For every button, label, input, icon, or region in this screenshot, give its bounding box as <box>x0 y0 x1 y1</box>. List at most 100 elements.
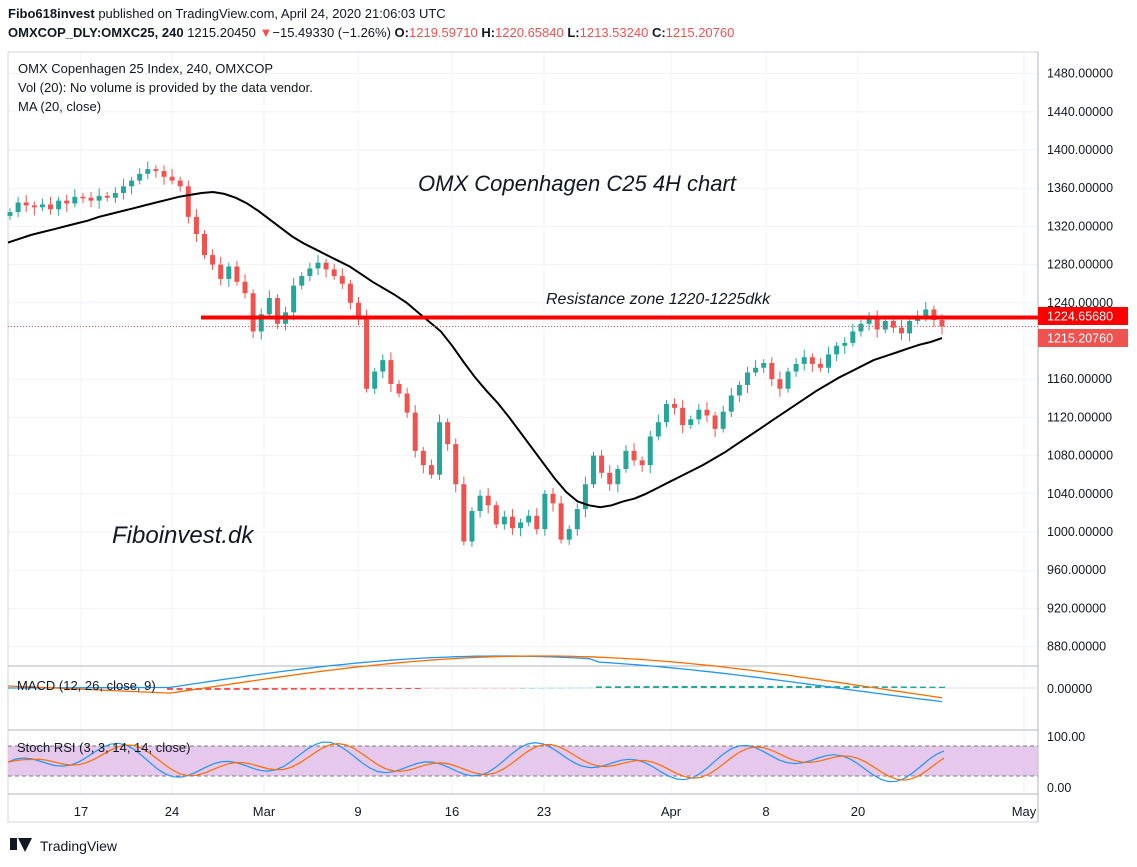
macd-histogram-bar <box>939 686 945 688</box>
macd-histogram-bar <box>729 685 736 688</box>
candle-body <box>599 455 605 473</box>
candle-body <box>558 503 564 540</box>
macd-histogram-bar <box>491 688 498 689</box>
macd-histogram-bar <box>357 688 364 690</box>
last-price: 1215.20450 <box>187 25 256 40</box>
candle-body <box>704 409 710 416</box>
low-label: L: <box>567 25 580 40</box>
candle-body <box>907 320 913 334</box>
macd-histogram-bar <box>614 686 621 688</box>
candle-body <box>299 276 305 286</box>
resistance-price-tag-text: 1224.65680 <box>1047 310 1113 324</box>
macd-histogram-bar <box>757 685 764 688</box>
candle-body <box>372 371 378 389</box>
macd-histogram-bar <box>205 688 212 690</box>
candle-body <box>566 529 572 540</box>
macd-histogram-bar <box>900 686 907 688</box>
candle-body <box>736 384 742 396</box>
stoch-k-line <box>7 741 945 783</box>
tradingview-logo[interactable]: TradingView <box>10 838 117 854</box>
candle-body <box>939 319 945 327</box>
publisher-name[interactable]: Fibo618invest <box>8 6 95 21</box>
price-axis-tick: 1000.00000 <box>1047 525 1113 539</box>
stoch-axis-tick-100: 100.00 <box>1047 730 1085 744</box>
candle-body <box>769 362 775 380</box>
candle-body <box>493 505 499 525</box>
candle-body <box>615 468 621 485</box>
candle-body <box>542 493 548 530</box>
last-price-tag-text: 1215.20760 <box>1047 332 1113 346</box>
candle-body <box>834 345 840 355</box>
candle-body <box>631 450 637 461</box>
price-axis-tick: 1360.00000 <box>1047 181 1113 195</box>
candle-body <box>801 357 807 364</box>
macd-histogram-bar <box>471 688 478 689</box>
macd-histogram-bar <box>881 686 888 688</box>
macd-histogram-bar <box>891 686 898 688</box>
price-axis-tick: 1240.00000 <box>1047 296 1113 310</box>
candle-body <box>688 419 694 426</box>
candle-body <box>145 169 151 174</box>
candle-body <box>380 360 386 372</box>
macd-histogram-bar <box>300 688 307 690</box>
time-axis[interactable]: 17 24 Mar 9 16 23 Apr 8 20 May <box>74 804 1037 819</box>
macd-histogram-bar <box>176 688 183 690</box>
macd-histogram-bar <box>710 685 717 688</box>
price-change: −15.49330 (−1.26%) <box>272 25 391 40</box>
high-value: 1220.65840 <box>495 25 564 40</box>
macd-histogram-bar <box>919 686 926 688</box>
macd-histogram-bar <box>224 688 231 690</box>
candle-body <box>396 383 402 394</box>
price-axis-tick: 1160.00000 <box>1047 372 1112 386</box>
macd-histogram-bar <box>872 686 879 688</box>
candle-body <box>291 285 297 313</box>
candle-body <box>663 404 669 423</box>
candle-body <box>647 436 653 466</box>
stoch-rsi-pane <box>7 741 945 783</box>
price-axis-tick: 1280.00000 <box>1047 258 1113 272</box>
candle-body <box>785 371 791 389</box>
candle-body <box>453 444 459 485</box>
candle-body <box>842 342 848 346</box>
macd-histogram-bar <box>510 688 517 689</box>
last-price-tag <box>1038 329 1128 347</box>
macd-histogram-bar <box>605 686 612 688</box>
macd-histogram-bar <box>519 687 526 689</box>
candle-body <box>137 173 143 181</box>
macd-histogram-bar <box>414 688 421 689</box>
open-label: O: <box>394 25 409 40</box>
macd-histogram-bar <box>481 688 488 689</box>
candle-body <box>80 196 86 199</box>
candle-body <box>866 318 872 324</box>
candle-body <box>242 281 248 294</box>
macd-histogram-bar <box>767 685 774 688</box>
time-axis-tick: 24 <box>165 804 179 819</box>
tradingview-logo-icon <box>10 838 34 854</box>
macd-histogram-bar <box>329 688 336 690</box>
candle-body <box>672 404 678 408</box>
macd-histogram-bar <box>681 685 688 688</box>
candle-body <box>193 216 199 235</box>
close-label: C: <box>651 25 666 40</box>
candle-body <box>202 234 208 256</box>
macd-pane <box>7 655 1038 703</box>
macd-histogram-bar <box>167 688 173 690</box>
macd-histogram-bar <box>624 686 631 688</box>
macd-signal-line <box>7 655 943 699</box>
time-axis-tick: 9 <box>354 804 361 819</box>
candle-body <box>445 422 451 445</box>
macd-histogram-bar <box>309 688 316 690</box>
price-axis[interactable]: 1480.00000 1440.00000 1400.00000 1360.00000… <box>1047 67 1113 654</box>
candle-body <box>534 515 540 530</box>
candle-body <box>809 357 815 364</box>
macd-histogram-bar <box>576 687 583 689</box>
candle-body <box>388 360 394 384</box>
macd-histogram-bar <box>662 686 669 688</box>
stoch-label: Stoch RSI (3, 3, 14, 14, close) <box>17 740 190 755</box>
macd-histogram-bar <box>367 688 374 690</box>
time-axis-tick: 20 <box>851 804 865 819</box>
time-axis-tick: 8 <box>762 804 769 819</box>
macd-histogram-bar <box>738 685 745 688</box>
stoch-d-line <box>7 742 945 781</box>
